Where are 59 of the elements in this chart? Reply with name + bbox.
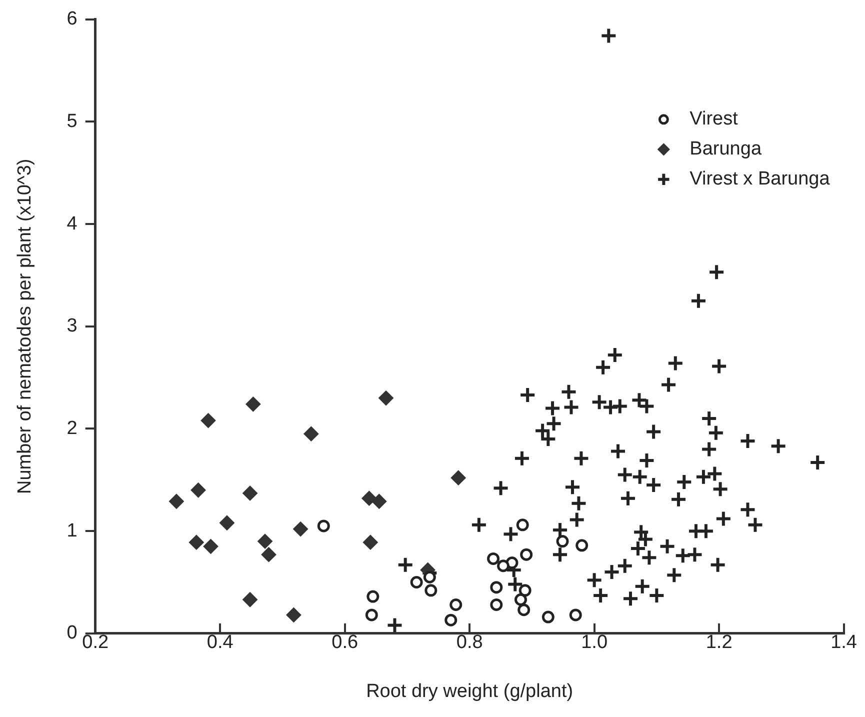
point (203, 538, 218, 554)
point (365, 608, 378, 622)
point (258, 534, 273, 549)
legend-label: Virest (690, 108, 739, 130)
y-tick-label: 5 (66, 110, 78, 132)
point (366, 590, 380, 603)
point (190, 482, 206, 498)
point (362, 534, 378, 550)
point (450, 470, 466, 486)
point (410, 576, 423, 588)
point (261, 547, 276, 562)
point (487, 552, 500, 565)
x-tick-label: 0.6 (332, 632, 358, 654)
y-tick-label: 2 (66, 418, 78, 439)
point (362, 490, 377, 506)
y-tick-label: 3 (66, 316, 78, 337)
point (168, 494, 184, 509)
x-tick-label: 0.4 (206, 632, 234, 654)
point (444, 614, 458, 626)
legend-label: Virest x Barunga (690, 168, 830, 190)
point (423, 570, 436, 584)
point (516, 518, 529, 532)
point (520, 548, 533, 561)
x-tick-label: 1.4 (830, 632, 858, 654)
point (286, 607, 302, 622)
point (372, 494, 387, 509)
point (497, 560, 510, 572)
y-tick-label: 1 (66, 520, 78, 542)
legend-label: Barunga (690, 138, 762, 160)
x-tick-label: 1.0 (581, 632, 608, 654)
y-tick-label: 4 (66, 213, 78, 234)
x-axis-title: Root dry weight (g/plant) (366, 680, 574, 702)
y-tick-label: 0 (66, 622, 78, 644)
point (293, 522, 308, 537)
point (514, 593, 527, 606)
point (576, 539, 588, 552)
point (200, 413, 216, 428)
point (518, 584, 532, 597)
point (242, 486, 258, 501)
y-axis-title: Number of nematodes per plant (x10^3) (14, 158, 36, 494)
point (188, 534, 204, 550)
x-tick-label: 0.2 (82, 632, 109, 654)
point (219, 515, 234, 530)
point (378, 390, 394, 406)
point (450, 598, 462, 611)
point (542, 610, 554, 624)
x-tick-label: 1.2 (706, 632, 732, 654)
point (518, 604, 530, 616)
point (556, 535, 569, 548)
point (304, 426, 319, 442)
point (569, 608, 582, 622)
point (246, 396, 261, 412)
point (242, 592, 258, 608)
x-tick-label: 0.8 (456, 632, 483, 654)
point (317, 520, 330, 532)
point (424, 584, 438, 597)
point (490, 598, 503, 611)
point (490, 581, 503, 594)
y-tick-label: 6 (66, 8, 78, 30)
